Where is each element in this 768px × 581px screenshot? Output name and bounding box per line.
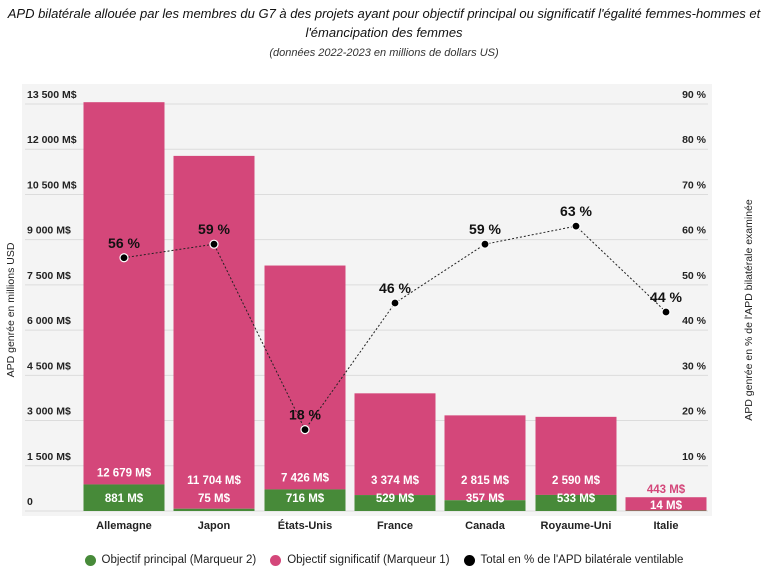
bar-label-significatif: 2 590 M$ [552, 475, 601, 487]
bar-label-significatif: 3 374 M$ [371, 475, 420, 487]
y-tick-label: 13 500 M$ [27, 89, 77, 101]
legend-swatch [270, 554, 282, 566]
y2-tick-label: 40 % [682, 315, 707, 327]
y2-tick-label: 80 % [682, 134, 707, 146]
bar-significatif [354, 393, 436, 496]
x-tick-label: Italie [653, 520, 678, 532]
line-point-label: 46 % [379, 280, 411, 296]
bar-significatif [625, 497, 707, 511]
y2-tick-label: 30 % [682, 360, 707, 372]
y-tick-label: 9 000 M$ [27, 225, 71, 237]
y-tick-label: 10 500 M$ [27, 179, 77, 191]
y2-tick-label: 10 % [682, 451, 707, 463]
legend-label: Objectif principal (Marqueur 2) [101, 554, 257, 566]
bar-label-principal: 14 M$ [650, 500, 683, 512]
x-tick-label: États-Unis [278, 519, 332, 532]
bar-label-principal: 716 M$ [286, 493, 325, 505]
bar-label-significatif: 11 704 M$ [187, 475, 241, 487]
line-point-label: 18 % [289, 407, 321, 423]
bar-principal [444, 500, 526, 511]
y-tick-label: 0 [27, 496, 33, 508]
x-tick-label: Allemagne [96, 520, 152, 532]
line-point-label: 44 % [650, 289, 682, 305]
bar-label-significatif: 12 679 M$ [97, 467, 152, 479]
line-point-label: 59 % [469, 221, 501, 237]
y2-tick-label: 90 % [682, 89, 707, 101]
bar-label-principal: 75 M$ [198, 493, 231, 505]
y-tick-label: 1 500 M$ [27, 451, 71, 463]
line-point [209, 239, 219, 249]
y-tick-label: 6 000 M$ [27, 315, 71, 327]
x-tick-label: Canada [465, 520, 506, 532]
bar-label-principal: 533 M$ [557, 493, 596, 505]
y-tick-label: 3 000 M$ [27, 406, 71, 418]
legend-item-total: Total en % de l'APD bilatérale ventilabl… [463, 554, 684, 566]
bar-principal [83, 484, 165, 511]
chart-title: APD bilatérale allouée par les membres d… [7, 6, 761, 40]
x-tick-label: France [377, 520, 413, 532]
bar-significatif [264, 265, 346, 490]
y2-tick-label: 50 % [682, 270, 707, 282]
bar-label-principal: 529 M$ [376, 493, 415, 505]
y-tick-label: 7 500 M$ [27, 270, 71, 282]
legend: Objectif principal (Marqueur 2) Objectif… [0, 554, 768, 566]
line-point-label: 59 % [198, 221, 230, 237]
bar-label-significatif: 7 426 M$ [281, 472, 330, 484]
bar-significatif [173, 155, 255, 509]
bar-principal [173, 508, 255, 511]
line-point [661, 307, 671, 317]
line-point [119, 253, 129, 263]
x-tick-label: Royaume-Uni [541, 520, 612, 532]
y2-tick-label: 20 % [682, 406, 707, 418]
line-point [480, 239, 490, 249]
line-point-label: 63 % [560, 203, 592, 219]
line-point [390, 298, 400, 308]
bar-label-principal: 357 M$ [466, 493, 505, 505]
legend-item-significatif: Objectif significatif (Marqueur 1) [270, 554, 450, 566]
line-point [300, 425, 310, 435]
chart-subtitle: (données 2022-2023 en millions de dollar… [269, 47, 499, 59]
legend-label: Objectif significatif (Marqueur 1) [287, 554, 450, 566]
bar-principal [535, 494, 617, 511]
bar-principal [354, 495, 436, 511]
x-tick-label: Japon [198, 520, 231, 532]
bar-significatif [83, 102, 165, 485]
legend-label: Total en % de l'APD bilatérale ventilabl… [480, 554, 684, 566]
chart: 001 500 M$10 %3 000 M$20 %4 500 M$30 %6 … [5, 84, 755, 532]
legend-item-principal: Objectif principal (Marqueur 2) [84, 554, 257, 566]
bar-significatif [444, 415, 526, 501]
y-tick-label: 4 500 M$ [27, 360, 71, 372]
line-point [571, 221, 581, 231]
line-point-label: 56 % [108, 235, 140, 251]
bar-principal [264, 489, 346, 511]
legend-swatch [463, 554, 475, 566]
y2-tick-label: 70 % [682, 179, 707, 191]
y2-tick-label: 60 % [682, 225, 707, 237]
bar-label-significatif: 443 M$ [647, 484, 686, 496]
y-axis-label: APD genrée en millions USD [5, 242, 17, 377]
legend-swatch [84, 554, 96, 566]
bar-label-significatif: 2 815 M$ [461, 475, 510, 487]
bar-significatif [535, 416, 617, 495]
y2-axis-label: APD genrée en % de l'APD bilatérale exam… [743, 199, 755, 421]
bar-label-principal: 881 M$ [105, 493, 144, 505]
y-tick-label: 12 000 M$ [27, 134, 77, 146]
